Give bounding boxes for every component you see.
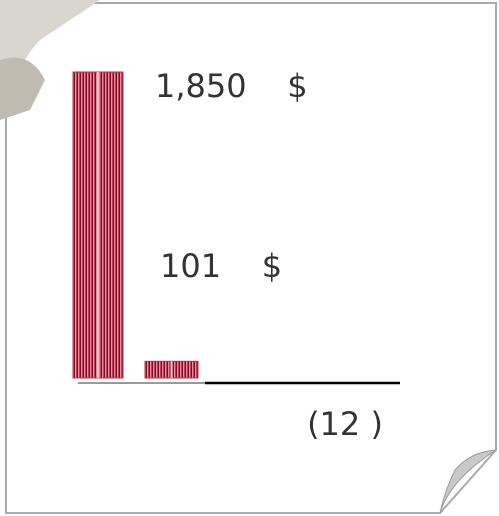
page: (12 ) 1,850 $101 $ (() => { const data =… [0,0,499,516]
value-label: 101 $ [160,247,282,285]
value-label: 1,850 $ [155,67,308,105]
chart: (12 ) 1,850 $ 101 $ [0,0,499,516]
x-label: (12 ) [307,405,383,443]
